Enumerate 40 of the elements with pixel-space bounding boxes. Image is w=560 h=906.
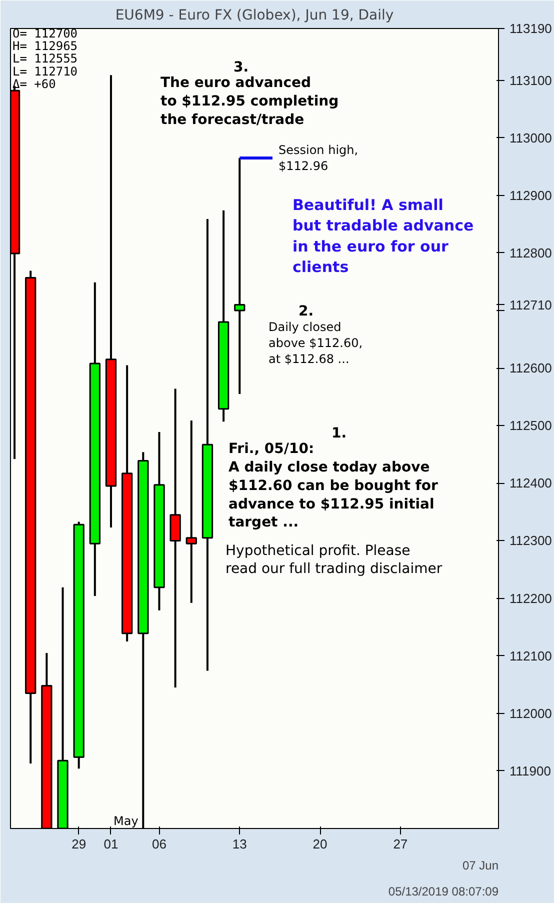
annotation: L= 112555 [12, 52, 78, 66]
x-tick-label: 13 [232, 836, 247, 852]
y-tick-label: 112900 [510, 188, 552, 203]
annotation: Daily closed above $112.60, at $112.68 ... [268, 320, 363, 366]
candlestick [186, 419, 197, 604]
y-tick-label: 113100 [510, 72, 552, 88]
y-tick-label: 112400 [510, 476, 552, 491]
text: 07 Jun [462, 858, 498, 872]
y-tick-label: 112710 [510, 297, 552, 312]
y-tick-label: 112600 [510, 360, 552, 376]
annotation: 1. [332, 426, 347, 442]
annotation: Session high, $112.96 [278, 142, 358, 173]
annotation: May [114, 814, 138, 828]
x-tick-label: 06 [152, 836, 166, 852]
y-tick-label: 113000 [510, 130, 552, 146]
x-tick-label: 20 [312, 836, 328, 852]
annotation: 3. [234, 59, 249, 76]
chart-title: EU6M9 - Euro FX (Globex), Jun 19, Daily [115, 8, 394, 24]
y-tick-label: 112000 [510, 706, 552, 721]
annotation: Hypothetical profit. Please read our full trading disclaimer [226, 542, 442, 578]
annotation: L= 112710 [12, 64, 78, 78]
text: 05/13/2019 08:07:09 [388, 884, 499, 898]
annotation: Beautiful! A small but tradable advance in the euro for our clients [292, 196, 474, 276]
annotation: Fri., 05/10: A daily close today above $112.60 can be bought for advance to $112.95 initial target ... [228, 441, 438, 531]
x-tick-label: 01 [104, 836, 118, 852]
y-tick-label: 112200 [510, 590, 552, 606]
candlestick [234, 156, 246, 395]
y-tick-label: 112500 [510, 418, 552, 434]
annotation: H= 112965 [12, 39, 78, 54]
y-tick-label: 111900 [510, 763, 551, 778]
y-tick-label: 113190 [510, 21, 552, 36]
y-tick-label: 112800 [510, 245, 552, 260]
x-tick-label: 29 [72, 836, 86, 852]
y-tick-label: 112300 [510, 533, 552, 548]
annotation: O= 112700 [12, 26, 78, 41]
annotation: 2. [298, 304, 314, 320]
candlestick [170, 388, 181, 688]
y-tick-label: 112100 [510, 648, 552, 664]
x-tick-label: 27 [393, 836, 408, 852]
annotation: The euro advanced to $112.95 completing the forecast/trade [160, 74, 339, 128]
